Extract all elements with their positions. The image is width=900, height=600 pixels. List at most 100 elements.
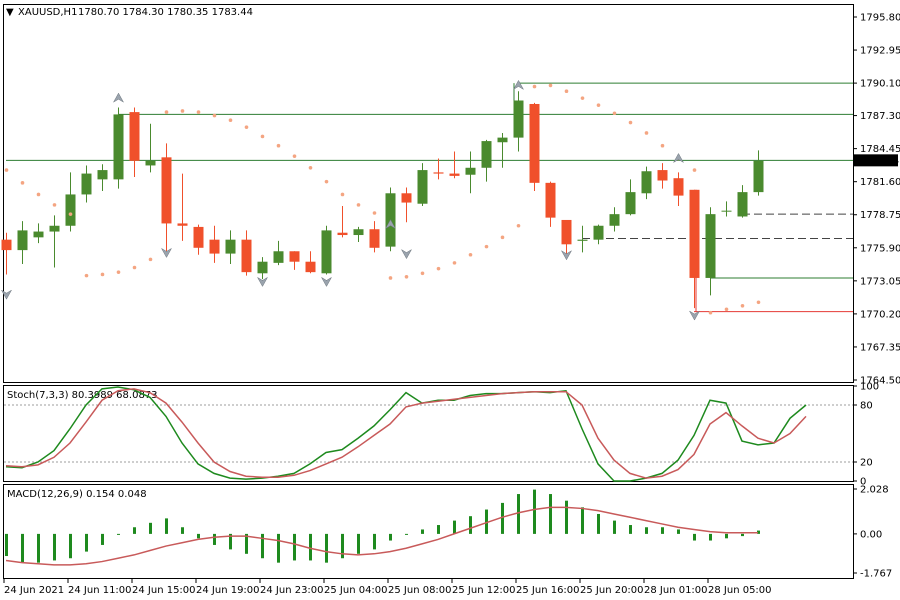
- sar-dot: [404, 274, 409, 279]
- sar-dot: [148, 257, 153, 262]
- candle-body: [305, 261, 316, 273]
- candle-body: [289, 251, 300, 262]
- candle-body: [81, 173, 92, 195]
- sar-dot: [692, 168, 697, 172]
- fractal-up-arrow: [512, 79, 525, 91]
- macd-histogram-bar: [165, 518, 168, 534]
- candle-body: [577, 239, 588, 241]
- sar-dot: [212, 113, 217, 118]
- macd-histogram-bar: [565, 500, 568, 534]
- macd-histogram-bar: [229, 533, 232, 550]
- fractal-up-arrow: [112, 92, 125, 103]
- price-tick-label: 1790.10: [860, 79, 900, 90]
- stoch-title: Stoch(7,3,3) 80.3989 68.0873: [7, 390, 158, 401]
- macd-histogram-bar: [309, 533, 312, 561]
- sar-dot: [660, 143, 665, 148]
- candle-body: [369, 229, 380, 248]
- macd-histogram-bar: [357, 533, 360, 554]
- candle-body: [417, 170, 428, 204]
- time-tick-label: 24 Jun 19:00: [196, 585, 260, 596]
- candle-body: [481, 141, 492, 168]
- macd-histogram-bar: [53, 533, 56, 561]
- stoch-tick-label: 0: [860, 477, 866, 488]
- macd-histogram-bar: [469, 516, 472, 534]
- sar-dot: [756, 300, 761, 305]
- candle-body: [161, 157, 172, 224]
- sar-dot: [260, 134, 265, 139]
- sar-dot: [484, 244, 489, 249]
- fractal-down-arrow: [320, 276, 333, 287]
- sar-dot: [228, 118, 233, 123]
- price-tick-label: 1778.75: [860, 210, 900, 221]
- sar-dot: [4, 168, 9, 172]
- sar-dot: [68, 212, 73, 216]
- candle-body: [33, 231, 44, 238]
- time-axis: 24 Jun 2021 24 Jun 11:00 24 Jun 15:00 24 Ju…: [3, 579, 772, 596]
- sar-dot: [612, 111, 617, 116]
- macd-tick-label: 0.00: [860, 529, 882, 540]
- price-tick-label: 1784.45: [860, 144, 900, 155]
- candle-body: [449, 173, 460, 176]
- sar-dot: [244, 125, 249, 129]
- price-tick-label: 1781.60: [860, 177, 900, 188]
- stoch-signal-line: [5, 388, 807, 479]
- macd-histogram-bar: [245, 533, 248, 554]
- candle-body: [737, 192, 748, 217]
- candle-body: [561, 219, 572, 245]
- sar-dot: [468, 252, 473, 257]
- chart-menu-arrow[interactable]: ▼: [6, 7, 14, 18]
- macd-histogram-bar: [549, 494, 552, 534]
- candle-body: [465, 167, 476, 175]
- macd-histogram-bar: [373, 533, 376, 550]
- macd-histogram-bar: [197, 533, 200, 539]
- macd-histogram-bar: [501, 502, 504, 534]
- sar-dot: [548, 83, 553, 88]
- macd-histogram-bar: [101, 533, 104, 545]
- price-tick-label: 1775.90: [860, 243, 900, 254]
- candle-body: [433, 172, 444, 174]
- price-panel-frame: [3, 4, 854, 383]
- sar-dot: [340, 192, 345, 197]
- macd-histogram-bar: [181, 527, 184, 534]
- macd-histogram-bar: [741, 533, 744, 537]
- macd-histogram-bar: [757, 530, 760, 534]
- candle-body: [145, 160, 156, 166]
- candle-body: [273, 251, 284, 263]
- macd-histogram-bar: [261, 533, 264, 559]
- time-tick-label: 28 Jun 01:00: [644, 585, 708, 596]
- candle-body: [705, 214, 716, 278]
- sar-dot: [388, 276, 393, 280]
- macd-histogram-bar: [421, 529, 424, 534]
- candle-body: [177, 223, 188, 226]
- candle-body: [49, 225, 60, 232]
- time-tick-label: 24 Jun 2021: [4, 585, 64, 596]
- candle-body: [337, 232, 348, 236]
- macd-tick-label: -1.767: [860, 569, 892, 580]
- sar-dot: [324, 179, 329, 184]
- candle-body: [657, 170, 668, 181]
- macd-histogram-bar: [581, 507, 584, 534]
- macd-histogram-bar: [517, 494, 520, 534]
- sar-dot: [628, 120, 633, 125]
- sar-dot: [452, 261, 457, 265]
- candle-body: [321, 230, 332, 274]
- macd-histogram-bar: [629, 525, 632, 534]
- stochastic-plot: 100 80 20 0: [4, 382, 879, 488]
- macd-histogram-bar: [693, 533, 696, 541]
- symbol-label: XAUUSD,H1: [18, 7, 77, 18]
- macd-histogram-bar: [725, 533, 728, 539]
- macd-histogram-bar: [37, 533, 40, 563]
- time-tick-label: 28 Jun 05:00: [708, 585, 772, 596]
- candle-body: [113, 114, 124, 180]
- sar-dot: [84, 273, 89, 278]
- sar-dot: [180, 109, 185, 113]
- candle-body: [593, 225, 604, 240]
- sar-dot: [308, 165, 313, 170]
- fractal-down-arrow: [0, 289, 13, 300]
- price-tick-label: 1795.80: [860, 13, 900, 24]
- macd-histogram-bar: [85, 533, 88, 552]
- stoch-tick-label: 20: [860, 458, 873, 469]
- candle-body: [257, 261, 268, 274]
- price-tick-label: 1773.05: [860, 276, 900, 287]
